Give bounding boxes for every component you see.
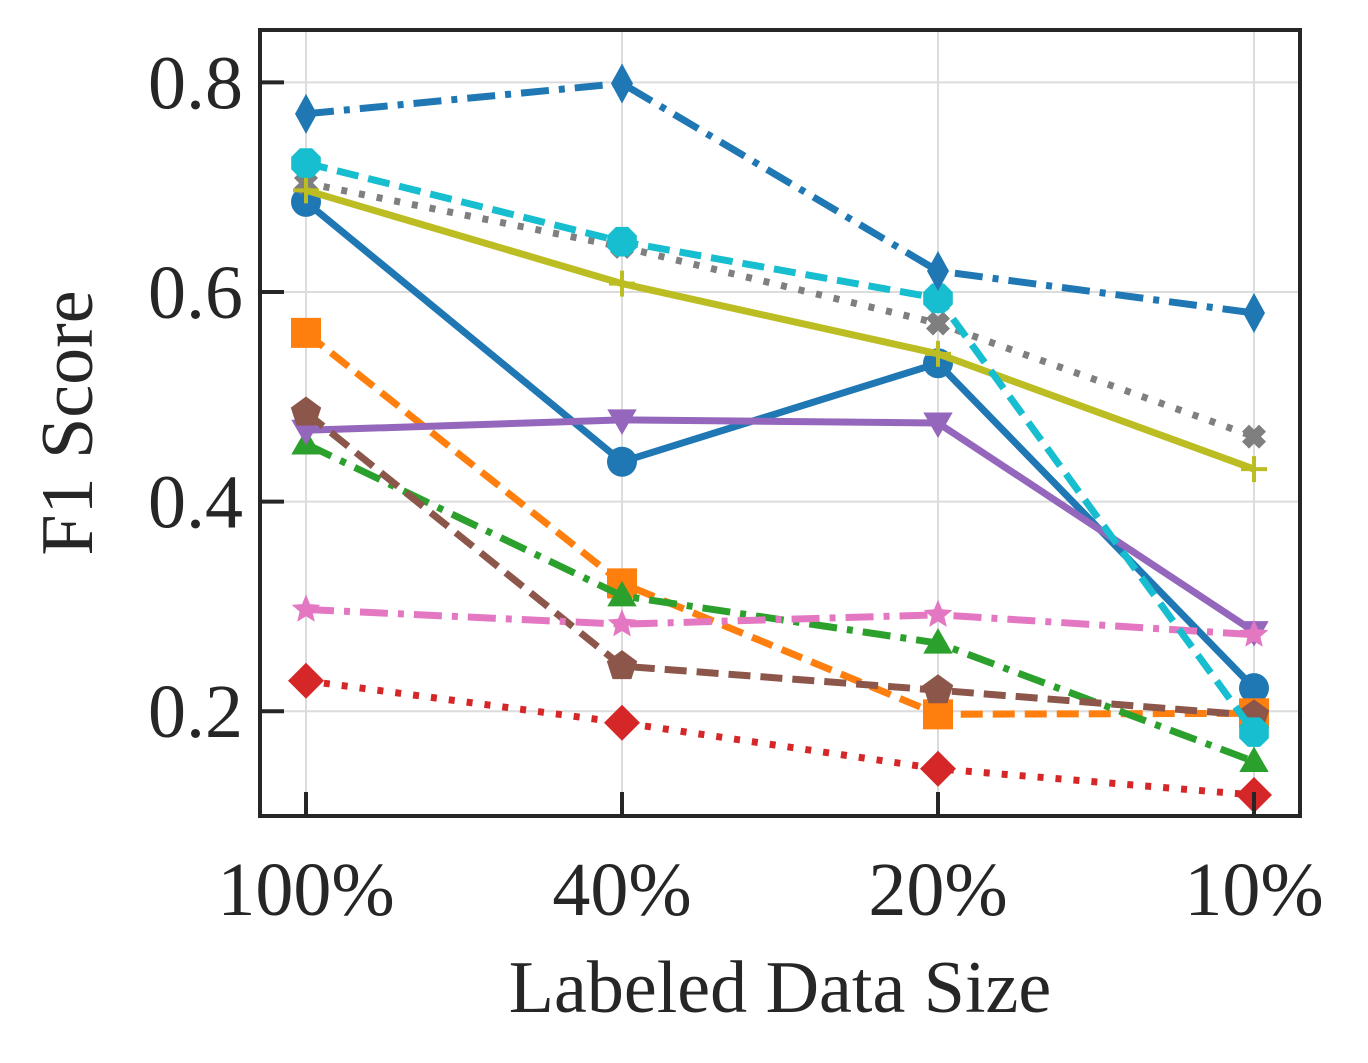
series-pink-star (291, 594, 1269, 647)
y-tick-label: 0.8 (148, 41, 243, 125)
data-point (291, 148, 321, 178)
plot-frame (258, 28, 1302, 818)
data-point (291, 317, 321, 348)
data-point (1239, 673, 1269, 704)
series-line (305, 186, 1256, 473)
data-point (923, 283, 953, 314)
data-point (925, 340, 951, 367)
data-point (607, 409, 637, 435)
data-point (1239, 619, 1269, 647)
data-point (923, 628, 953, 654)
data-point (290, 396, 322, 426)
data-point (923, 699, 953, 730)
data-point (604, 704, 640, 741)
series-line (303, 330, 1255, 718)
data-point (1241, 456, 1267, 483)
data-point (291, 594, 321, 622)
data-point (607, 580, 637, 607)
data-point (609, 270, 635, 297)
series-olive-plus (293, 177, 1267, 483)
series-red-diamond (288, 662, 1272, 813)
data-point (1239, 717, 1269, 747)
y-tick-label: 0.6 (148, 251, 243, 335)
data-point (927, 251, 949, 292)
data-point (288, 662, 324, 699)
y-axis-label: F1 Score (27, 290, 109, 555)
data-point (606, 650, 638, 680)
series-purple-triangle-down (291, 409, 1269, 647)
data-point (295, 93, 317, 134)
data-point (293, 177, 319, 204)
series-orange-square (291, 317, 1269, 730)
data-point (923, 599, 953, 627)
data-point (607, 609, 637, 637)
data-point (922, 674, 954, 704)
x-tick-label: 20% (868, 848, 1007, 932)
data-point (607, 226, 637, 257)
series-line (305, 179, 1256, 440)
data-point (926, 311, 950, 336)
ticks: 100% 40% 20% 10% 0.2 0.4 0.6 0.8 (148, 41, 1324, 932)
data-point (923, 412, 953, 438)
series-brown-pentagon (290, 396, 1270, 729)
data-point (607, 446, 637, 477)
series-line (305, 79, 1255, 317)
series-cyan-octagon (291, 148, 1269, 747)
series-line (305, 159, 1257, 735)
data-point (1239, 746, 1269, 772)
x-tick-label: 10% (1184, 848, 1323, 932)
series-line (303, 409, 1255, 719)
y-tick-label: 0.4 (148, 461, 243, 545)
series-line (305, 606, 1255, 639)
data-point (1243, 292, 1265, 333)
series-line (304, 440, 1256, 765)
data-point (291, 419, 321, 446)
x-axis-label: Labeled Data Size (509, 947, 1051, 1029)
series-green-triangle (291, 429, 1269, 772)
grid (260, 30, 1300, 816)
data-point (1242, 424, 1266, 449)
data-point (611, 63, 633, 104)
series-line (305, 416, 1256, 635)
series-blue-thin-diamond (295, 63, 1265, 333)
data-point (920, 750, 956, 787)
x-tick-label: 100% (217, 848, 394, 932)
series-layer (288, 63, 1272, 813)
series-line (305, 677, 1255, 799)
y-tick-label: 0.2 (148, 670, 243, 754)
x-tick-label: 40% (552, 848, 691, 932)
